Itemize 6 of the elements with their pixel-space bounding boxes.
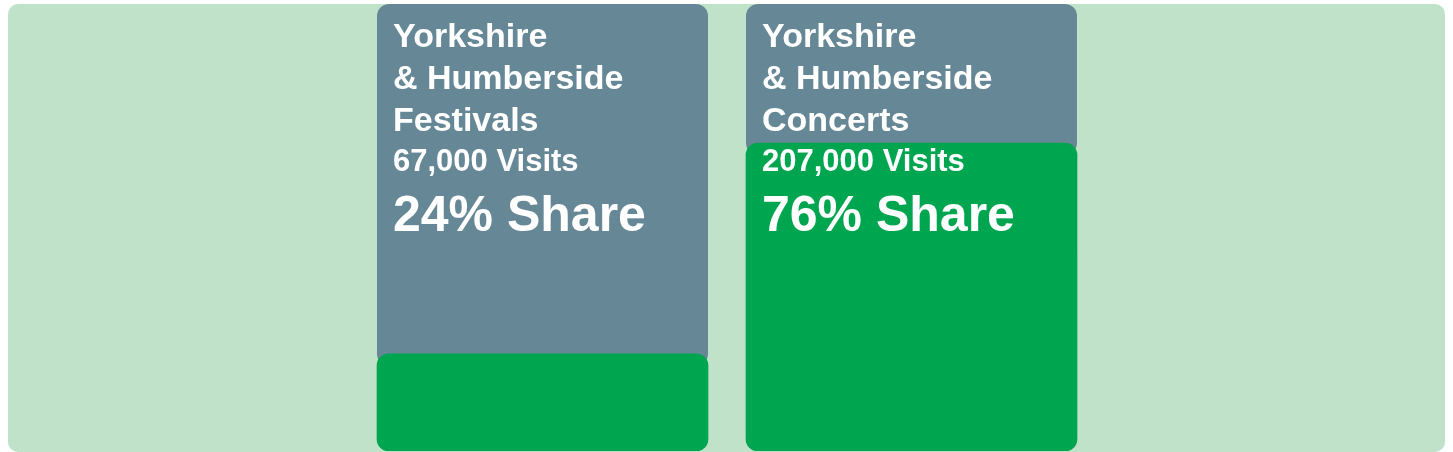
data-label: 76% Share [762, 186, 1015, 242]
x-tick-label: Yorkshire & Humberside Festivals [393, 15, 625, 140]
annotation: 67,000 Visits [393, 143, 579, 178]
data-label: 24% Share [393, 186, 646, 242]
x-tick-label: Yorkshire & Humberside Concerts [762, 15, 994, 140]
annotation: 207,000 Visits [762, 143, 965, 178]
